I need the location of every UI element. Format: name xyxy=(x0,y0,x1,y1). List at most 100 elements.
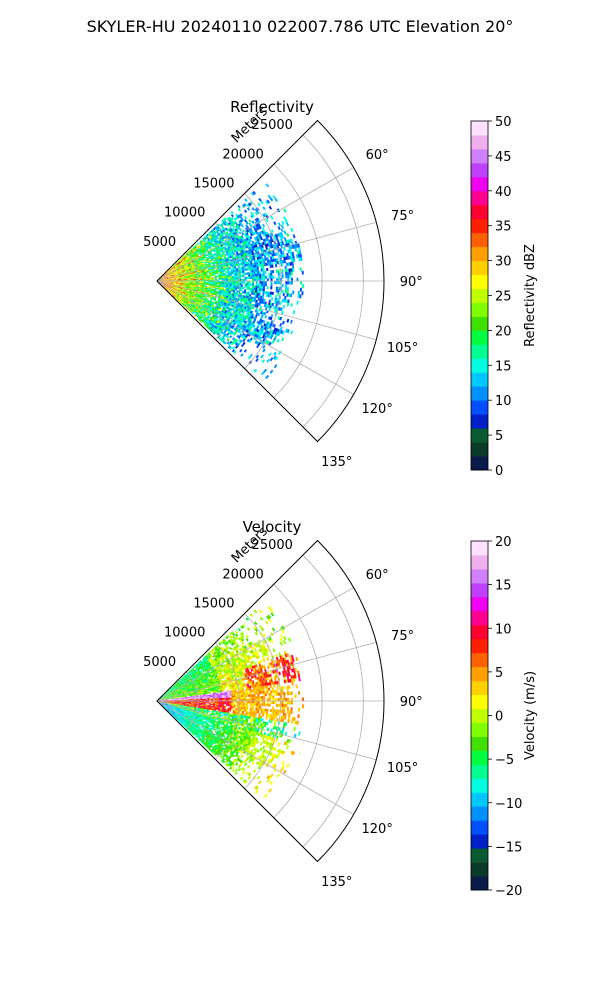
radar-gate xyxy=(187,290,190,293)
radar-gate xyxy=(209,308,213,311)
radar-gate xyxy=(188,297,191,299)
radar-gate xyxy=(202,257,205,260)
radar-gate xyxy=(182,263,185,265)
radar-gate xyxy=(299,294,302,299)
radar-gate xyxy=(270,215,274,220)
radar-gate xyxy=(165,271,168,274)
radar-gate xyxy=(187,302,190,305)
radar-gate xyxy=(191,263,194,266)
radar-gate xyxy=(183,281,186,283)
radar-gate xyxy=(171,267,174,269)
radar-gate xyxy=(186,267,189,270)
radar-gate xyxy=(170,278,173,279)
radar-gate xyxy=(173,275,176,277)
colorbar-swatch xyxy=(471,176,488,192)
radar-gate xyxy=(167,288,170,291)
radar-gate xyxy=(201,314,204,317)
radar-gate xyxy=(185,294,189,296)
radar-gate xyxy=(187,294,191,296)
radar-gate xyxy=(173,285,176,287)
radar-gate xyxy=(173,293,176,296)
radar-gate xyxy=(177,289,180,292)
radar-gate xyxy=(202,282,204,284)
radar-gate xyxy=(253,274,256,277)
radar-gate xyxy=(222,277,225,280)
radar-gate xyxy=(164,281,167,283)
radar-gate xyxy=(177,274,179,276)
radar-gate xyxy=(200,320,204,324)
radar-gate xyxy=(291,261,294,266)
radar-gate xyxy=(167,271,170,273)
radar-gate xyxy=(172,277,175,279)
radar-gate xyxy=(259,276,262,279)
radar-gate xyxy=(192,275,195,277)
radar-gate xyxy=(184,256,187,259)
radar-gate xyxy=(185,289,188,291)
radar-gate xyxy=(277,275,280,279)
radar-gate xyxy=(201,295,204,297)
radar-gate xyxy=(208,252,211,255)
radar-gate xyxy=(178,267,181,270)
radar-gate xyxy=(190,307,193,310)
radar-gate xyxy=(165,271,168,274)
panel-velocity: Velocity500010000150002000025000Meters60… xyxy=(143,518,538,899)
radar-gate xyxy=(187,282,190,284)
radar-gate xyxy=(186,273,189,275)
colorbar-swatch xyxy=(471,316,488,331)
radar-gate xyxy=(260,268,263,272)
radar-gate xyxy=(220,281,223,283)
radar-gate xyxy=(244,198,248,202)
radar-gate xyxy=(208,313,211,317)
radar-gate xyxy=(166,287,169,289)
radar-gate xyxy=(265,374,270,379)
radar-gate xyxy=(160,283,162,285)
radar-gate xyxy=(178,298,181,301)
radar-gate xyxy=(177,276,180,278)
radar-gate xyxy=(272,275,275,279)
radar-gate xyxy=(178,296,180,299)
radar-gate xyxy=(165,285,168,287)
azimuth-tick-label: 105° xyxy=(387,341,418,356)
radar-gate xyxy=(180,257,183,260)
radar-gate xyxy=(210,291,213,293)
radar-gate xyxy=(196,298,199,301)
radar-gate xyxy=(184,262,187,265)
radar-gate xyxy=(196,257,199,260)
radar-gate xyxy=(204,269,207,271)
radar-gate xyxy=(175,287,177,289)
radar-gate xyxy=(175,286,178,288)
panel-reflectivity: Reflectivity500010000150002000025000Mete… xyxy=(143,98,538,479)
radar-gate xyxy=(187,264,190,267)
radar-gate xyxy=(230,214,234,218)
radar-gate xyxy=(176,293,178,295)
radar-gate xyxy=(212,286,215,288)
radar-gate xyxy=(180,289,183,291)
radar-gate xyxy=(176,282,178,283)
radar-gate xyxy=(249,272,252,275)
radar-gate xyxy=(206,270,209,272)
radar-gate xyxy=(206,306,209,309)
radar-gate xyxy=(205,282,208,284)
radar-gate xyxy=(188,300,191,303)
radar-gate xyxy=(207,277,210,279)
radar-gate xyxy=(165,286,167,288)
radar-gate xyxy=(165,274,167,276)
radar-gate xyxy=(185,301,188,304)
radar-gate xyxy=(190,298,193,300)
radar-gate xyxy=(184,302,187,305)
radar-gate xyxy=(164,284,167,286)
radar-gate xyxy=(166,273,169,275)
radar-gate xyxy=(176,264,179,267)
radar-gate xyxy=(194,252,198,255)
radar-gate xyxy=(179,263,182,265)
radar-gate xyxy=(186,264,190,266)
radar-gate xyxy=(233,273,236,276)
radar-gate xyxy=(179,290,182,292)
radar-gate xyxy=(193,314,197,317)
radar-gate xyxy=(194,248,197,251)
radar-gate xyxy=(262,223,266,228)
radar-gate xyxy=(231,282,234,285)
radar-gate xyxy=(205,247,208,251)
radar-gate xyxy=(182,263,185,266)
